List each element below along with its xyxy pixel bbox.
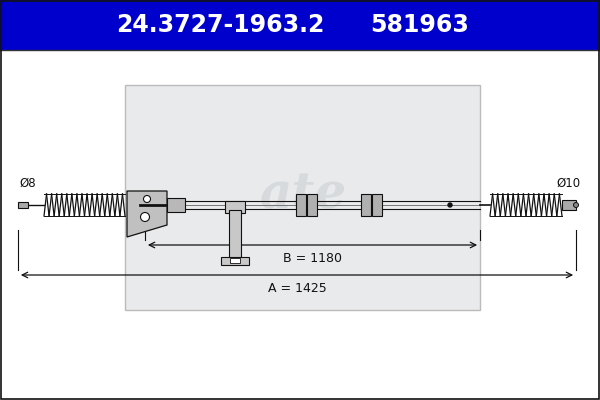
Bar [296, 194, 306, 216]
Bar [221, 257, 249, 265]
Polygon shape [127, 191, 167, 237]
Bar [307, 194, 317, 216]
Text: A = 1425: A = 1425 [268, 282, 326, 296]
Circle shape [448, 203, 452, 207]
Bar [0, 0, 600, 50]
Bar [125, 85, 480, 310]
Bar [18, 202, 28, 208]
Circle shape [143, 196, 151, 202]
Bar [372, 194, 382, 216]
Bar [225, 201, 245, 213]
Text: 24.3727-1963.2: 24.3727-1963.2 [116, 13, 324, 37]
Bar [562, 200, 576, 210]
Bar [361, 194, 371, 216]
Bar [167, 198, 185, 212]
Text: 581963: 581963 [371, 13, 469, 37]
Text: Ø8: Ø8 [20, 176, 37, 190]
Bar [229, 210, 241, 260]
Text: B = 1180: B = 1180 [283, 252, 342, 266]
Circle shape [574, 202, 578, 208]
Text: Ø10: Ø10 [557, 176, 581, 190]
Text: ate: ate [259, 170, 347, 220]
Bar [230, 258, 240, 263]
Circle shape [140, 212, 149, 222]
